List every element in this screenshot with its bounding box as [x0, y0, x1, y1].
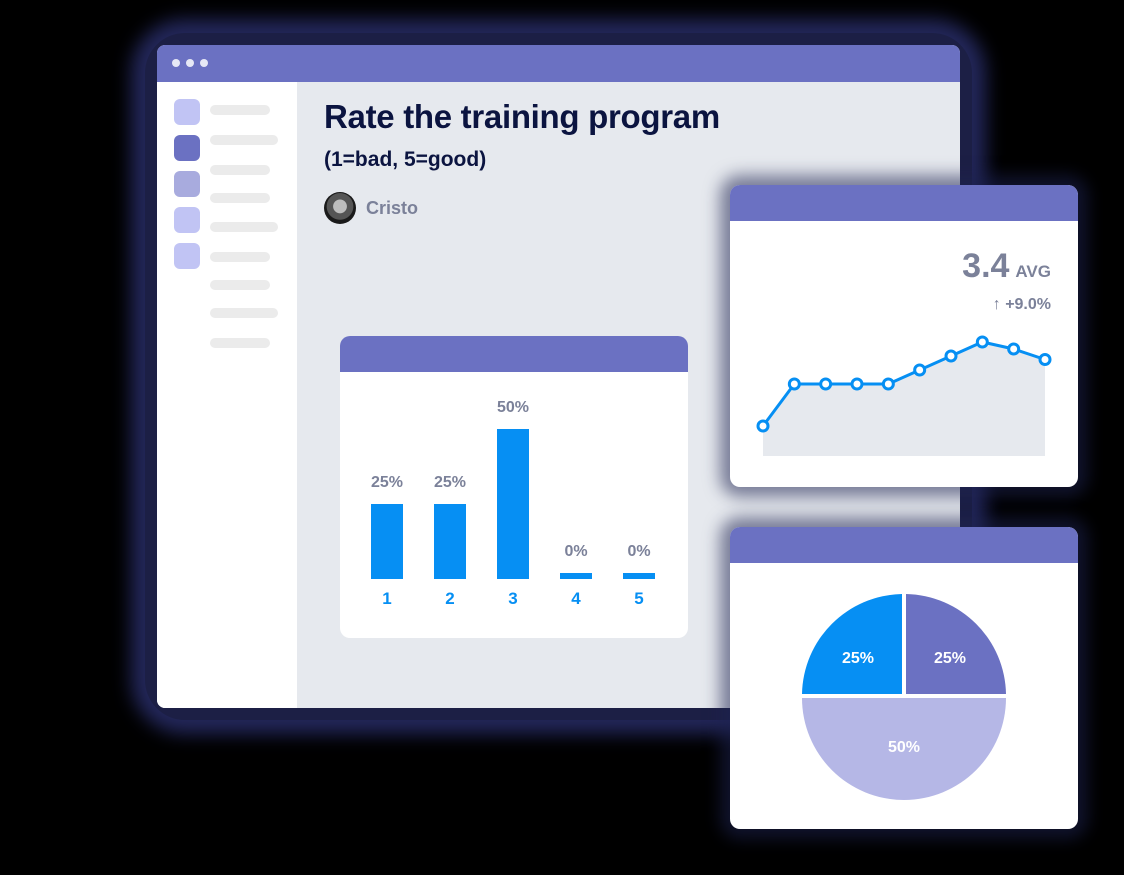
- pie-chart: 25% 25% 50%: [802, 594, 1006, 800]
- card-header: [340, 336, 688, 372]
- line-chart-card: 3.4 AVG ↑ +9.0%: [730, 185, 1078, 487]
- dot-icon: [172, 59, 180, 67]
- author-name: Cristo: [366, 197, 419, 218]
- data-point[interactable]: [1007, 342, 1021, 356]
- pie-slice-label: 25%: [842, 650, 874, 667]
- arrow-up-icon: ↑: [992, 296, 1001, 313]
- bar-category-label: 3: [508, 589, 518, 608]
- pie-slice-purple[interactable]: [906, 594, 1006, 694]
- pie-slice-lavender[interactable]: [802, 698, 1006, 800]
- page-subtitle: (1=bad, 5=good): [324, 148, 487, 171]
- page-title: Rate the training program: [324, 98, 720, 135]
- author[interactable]: Cristo: [324, 192, 418, 224]
- sidebar-item-placeholder[interactable]: [210, 222, 278, 232]
- line-chart-line: [761, 340, 1046, 427]
- pie-slice-label: 50%: [888, 739, 920, 756]
- data-point[interactable]: [1038, 353, 1052, 366]
- change-stat: ↑ +9.0%: [993, 296, 1051, 314]
- line-chart-area: [763, 342, 1045, 456]
- sidebar-item-placeholder[interactable]: [210, 193, 270, 203]
- bar[interactable]: [623, 573, 655, 579]
- bar-chart-card: 25% 1 25% 2 50% 3 0% 4 0% 5: [340, 336, 688, 638]
- sidebar-item-icon[interactable]: [174, 171, 200, 197]
- sidebar-item-placeholder[interactable]: [210, 280, 270, 290]
- window-titlebar: [157, 45, 960, 82]
- sidebar-item-placeholder[interactable]: [210, 338, 270, 348]
- data-point[interactable]: [881, 377, 895, 391]
- sidebar-item-placeholder[interactable]: [210, 165, 270, 175]
- dot-icon: [186, 59, 194, 67]
- bar-value-label: 25%: [433, 474, 467, 491]
- change-value: +9.0%: [1005, 296, 1051, 313]
- bar-value-label: 0%: [564, 543, 588, 560]
- bar-category-label: 1: [382, 589, 392, 608]
- card-header: [730, 185, 1078, 221]
- bar[interactable]: [371, 504, 403, 579]
- bar-value-label: 25%: [370, 474, 404, 491]
- data-point[interactable]: [756, 419, 770, 433]
- data-point[interactable]: [787, 377, 801, 391]
- sidebar-item-icon[interactable]: [174, 207, 200, 233]
- data-point[interactable]: [975, 335, 989, 349]
- bar-category-label: 2: [445, 589, 455, 608]
- sidebar-item-placeholder[interactable]: [210, 105, 270, 115]
- card-header: [730, 527, 1078, 563]
- sidebar-item-placeholder[interactable]: [210, 252, 270, 262]
- main-content: Rate the training program (1=bad, 5=good…: [297, 82, 960, 708]
- bar-category-label: 4: [571, 589, 581, 608]
- line-chart: [756, 335, 1052, 456]
- bar-value-label: 0%: [627, 543, 651, 560]
- data-point[interactable]: [850, 377, 864, 391]
- pie-chart-card: 25% 25% 50%: [730, 527, 1078, 829]
- data-point[interactable]: [944, 349, 958, 363]
- sidebar-item-icon[interactable]: [174, 99, 200, 125]
- data-point[interactable]: [819, 377, 833, 391]
- sidebar-item-icon[interactable]: [174, 135, 200, 161]
- avatar: [324, 192, 356, 224]
- bar[interactable]: [434, 504, 466, 579]
- sidebar-item-placeholder[interactable]: [210, 308, 278, 318]
- bar[interactable]: [560, 573, 592, 579]
- average-label: AVG: [1015, 262, 1051, 281]
- bar-value-label: 50%: [496, 399, 530, 416]
- window-controls[interactable]: [172, 59, 208, 67]
- data-point[interactable]: [913, 363, 927, 377]
- dot-icon: [200, 59, 208, 67]
- average-value: 3.4: [962, 247, 1010, 285]
- bar[interactable]: [497, 429, 529, 579]
- bar-category-label: 5: [634, 589, 644, 608]
- pie-slice-blue[interactable]: [802, 594, 902, 694]
- sidebar-item-icon[interactable]: [174, 243, 200, 269]
- sidebar-item-placeholder[interactable]: [210, 135, 278, 145]
- pie-slice-label: 25%: [934, 650, 966, 667]
- sidebar: [157, 82, 297, 708]
- average-stat: 3.4 AVG: [962, 247, 1051, 286]
